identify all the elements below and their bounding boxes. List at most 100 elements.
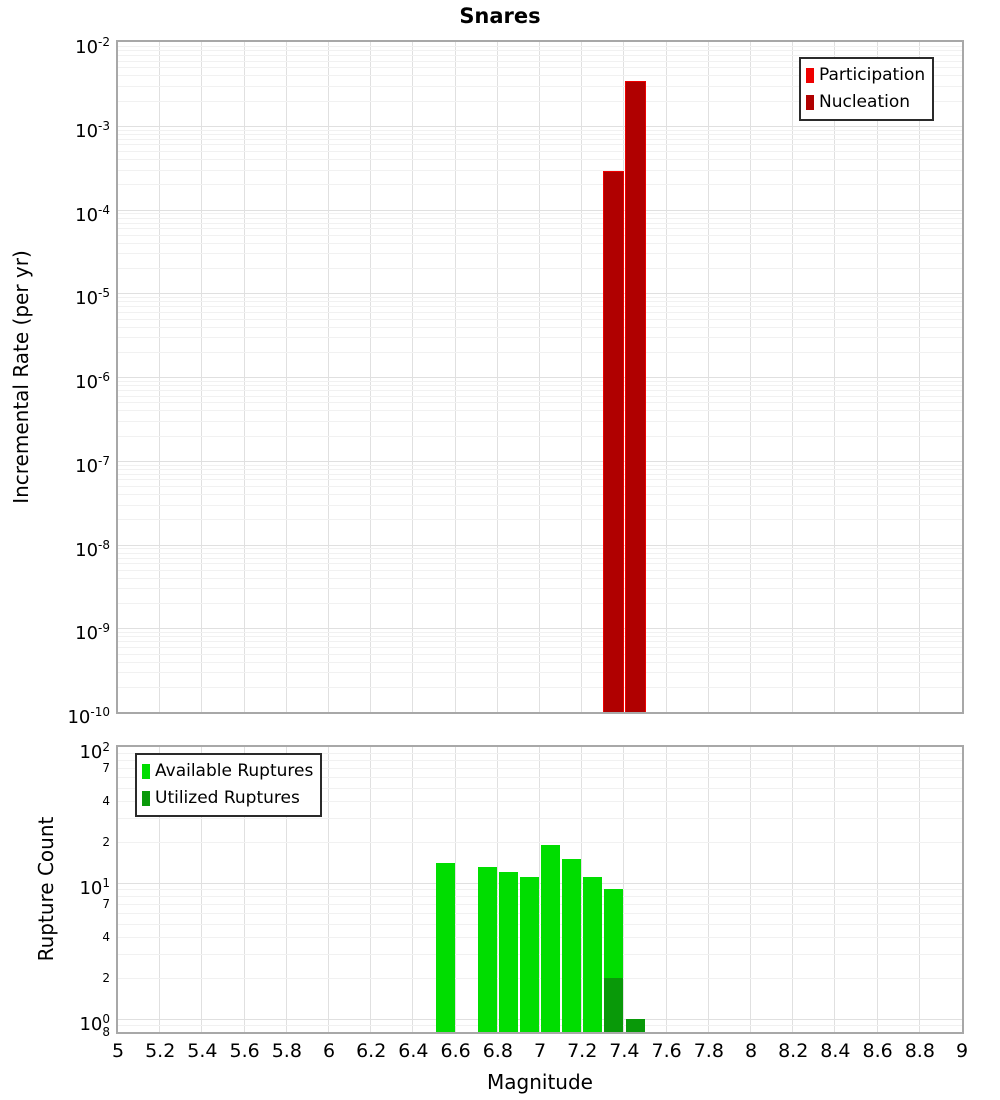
bar-available-ruptures-m6.55 bbox=[435, 863, 455, 1032]
participation-swatch-icon bbox=[806, 68, 814, 83]
gridline-h-minor bbox=[118, 385, 962, 387]
gridline-h-minor bbox=[118, 268, 962, 269]
gridline-h-minor bbox=[118, 435, 962, 437]
gridline-h-minor bbox=[118, 653, 962, 655]
y-tick-label: 10-3 bbox=[75, 118, 110, 142]
y-minor-tick-label: 4 bbox=[102, 930, 110, 944]
gridline-h-minor bbox=[118, 552, 962, 554]
panel-rupture-count bbox=[116, 745, 964, 1034]
x-tick-label: 7.6 bbox=[651, 1040, 682, 1062]
gridline-h-minor bbox=[118, 144, 962, 146]
gridline-h-minor bbox=[118, 468, 962, 470]
legend-label: Participation bbox=[819, 65, 926, 85]
legend-label: Utilized Ruptures bbox=[155, 788, 300, 808]
gridline-h-minor bbox=[118, 100, 962, 102]
x-tick-label: 8.2 bbox=[778, 1040, 809, 1062]
gridline-h-minor bbox=[118, 818, 962, 820]
y-minor-tick-label: 2 bbox=[102, 970, 110, 985]
gridline-h-minor bbox=[118, 85, 962, 87]
gridline-h-minor bbox=[118, 760, 962, 762]
legend-item-nucleation: Nucleation bbox=[806, 89, 925, 116]
legend-rate: Participation Nucleation bbox=[799, 57, 935, 121]
legend-ruptures: Available Ruptures Utilized Ruptures bbox=[135, 753, 323, 817]
x-tick-label: 5.8 bbox=[271, 1040, 302, 1062]
gridline-h-minor bbox=[118, 337, 962, 338]
bar-available-ruptures-m7.05 bbox=[541, 845, 561, 1032]
gridline-h-minor bbox=[118, 577, 962, 579]
x-tick-label: 5 bbox=[111, 1040, 125, 1062]
legend-label: Available Ruptures bbox=[155, 761, 314, 781]
gridline-h-major bbox=[118, 209, 962, 211]
gridline-h-minor bbox=[118, 222, 962, 224]
chart-title: Snares bbox=[459, 4, 541, 28]
gridline-h-major bbox=[118, 544, 962, 546]
gridline-h-minor bbox=[118, 234, 962, 236]
gridline-h-minor bbox=[118, 646, 962, 648]
gridline-h-minor bbox=[118, 213, 962, 215]
bar-available-ruptures-m6.95 bbox=[520, 877, 539, 1032]
gridline-h-minor bbox=[118, 138, 962, 140]
gridline-h-minor bbox=[118, 913, 962, 915]
gridline-h-minor bbox=[118, 686, 962, 688]
gridline-h-minor bbox=[118, 603, 962, 604]
x-tick-label: 6.4 bbox=[398, 1040, 429, 1062]
gridline-h-minor bbox=[118, 937, 962, 938]
gridline-h-minor bbox=[118, 479, 962, 481]
gridline-h-minor bbox=[118, 504, 962, 506]
y-tick-label: 10-9 bbox=[75, 621, 110, 645]
bar-utilized-ruptures-m7.45 bbox=[625, 1018, 645, 1032]
gridline-h-minor bbox=[118, 410, 962, 412]
gridline-h-major bbox=[118, 460, 962, 462]
gridline-h-minor bbox=[118, 75, 962, 77]
x-tick-label: 7.2 bbox=[567, 1040, 598, 1062]
y-tick-label: 10-10 bbox=[67, 705, 110, 728]
gridline-h-minor bbox=[118, 60, 962, 62]
gridline-h-minor bbox=[118, 486, 962, 487]
y-tick-label: 102 bbox=[79, 740, 110, 763]
y-minor-tick-label: 2 bbox=[102, 835, 110, 849]
y-minor-tick-label: 8 bbox=[102, 1025, 110, 1039]
x-tick-label: 7 bbox=[533, 1040, 547, 1062]
gridline-h-minor bbox=[118, 228, 962, 230]
gridline-h-minor bbox=[118, 768, 962, 770]
available-ruptures-swatch-icon bbox=[142, 764, 150, 779]
gridline-h-minor bbox=[118, 632, 962, 634]
bar-available-ruptures-m6.75 bbox=[477, 867, 497, 1032]
gridline-h-minor bbox=[118, 519, 962, 521]
y-tick-label: 10-7 bbox=[75, 453, 110, 477]
gridline-h-major bbox=[118, 628, 962, 630]
gridline-h-minor bbox=[118, 133, 962, 135]
gridline-h-minor bbox=[118, 842, 962, 843]
bar-nucleation-m7.45 bbox=[625, 82, 645, 712]
legend-item-available: Available Ruptures bbox=[142, 758, 313, 785]
legend-item-utilized: Utilized Ruptures bbox=[142, 785, 313, 812]
gridline-h-minor bbox=[118, 563, 962, 565]
gridline-h-minor bbox=[118, 45, 962, 47]
xlabel-magnitude: Magnitude bbox=[487, 1070, 593, 1094]
y-tick-label: 10-2 bbox=[75, 35, 110, 58]
gridline-h-minor bbox=[118, 159, 962, 161]
gridline-h-minor bbox=[118, 777, 962, 779]
utilized-ruptures-swatch-icon bbox=[142, 791, 150, 806]
panel-incremental-rate bbox=[116, 40, 964, 714]
gridline-h-minor bbox=[118, 217, 962, 219]
gridline-h-minor bbox=[118, 326, 962, 328]
gridline-h-minor bbox=[118, 787, 962, 789]
gridline-h-minor bbox=[118, 311, 962, 313]
gridline-h-minor bbox=[118, 896, 962, 898]
y-tick-label: 10-6 bbox=[75, 370, 110, 393]
gridline-h-major bbox=[118, 1018, 962, 1020]
gridline-h-minor bbox=[118, 889, 962, 891]
gridline-h-minor bbox=[118, 390, 962, 391]
x-tick-label: 6 bbox=[322, 1040, 336, 1062]
bar-nucleation-m7.35 bbox=[604, 172, 624, 712]
bar-available-ruptures-m7.15 bbox=[562, 859, 582, 1032]
gridline-h-major bbox=[118, 882, 962, 884]
gridline-h-minor bbox=[118, 395, 962, 397]
gridline-h-minor bbox=[118, 904, 962, 905]
gridline-h-minor bbox=[118, 402, 962, 404]
y-tick-label: 10-8 bbox=[75, 537, 110, 561]
x-tick-label: 6.2 bbox=[356, 1040, 387, 1062]
gridline-h-minor bbox=[118, 318, 962, 320]
gridline-h-minor bbox=[118, 557, 962, 559]
